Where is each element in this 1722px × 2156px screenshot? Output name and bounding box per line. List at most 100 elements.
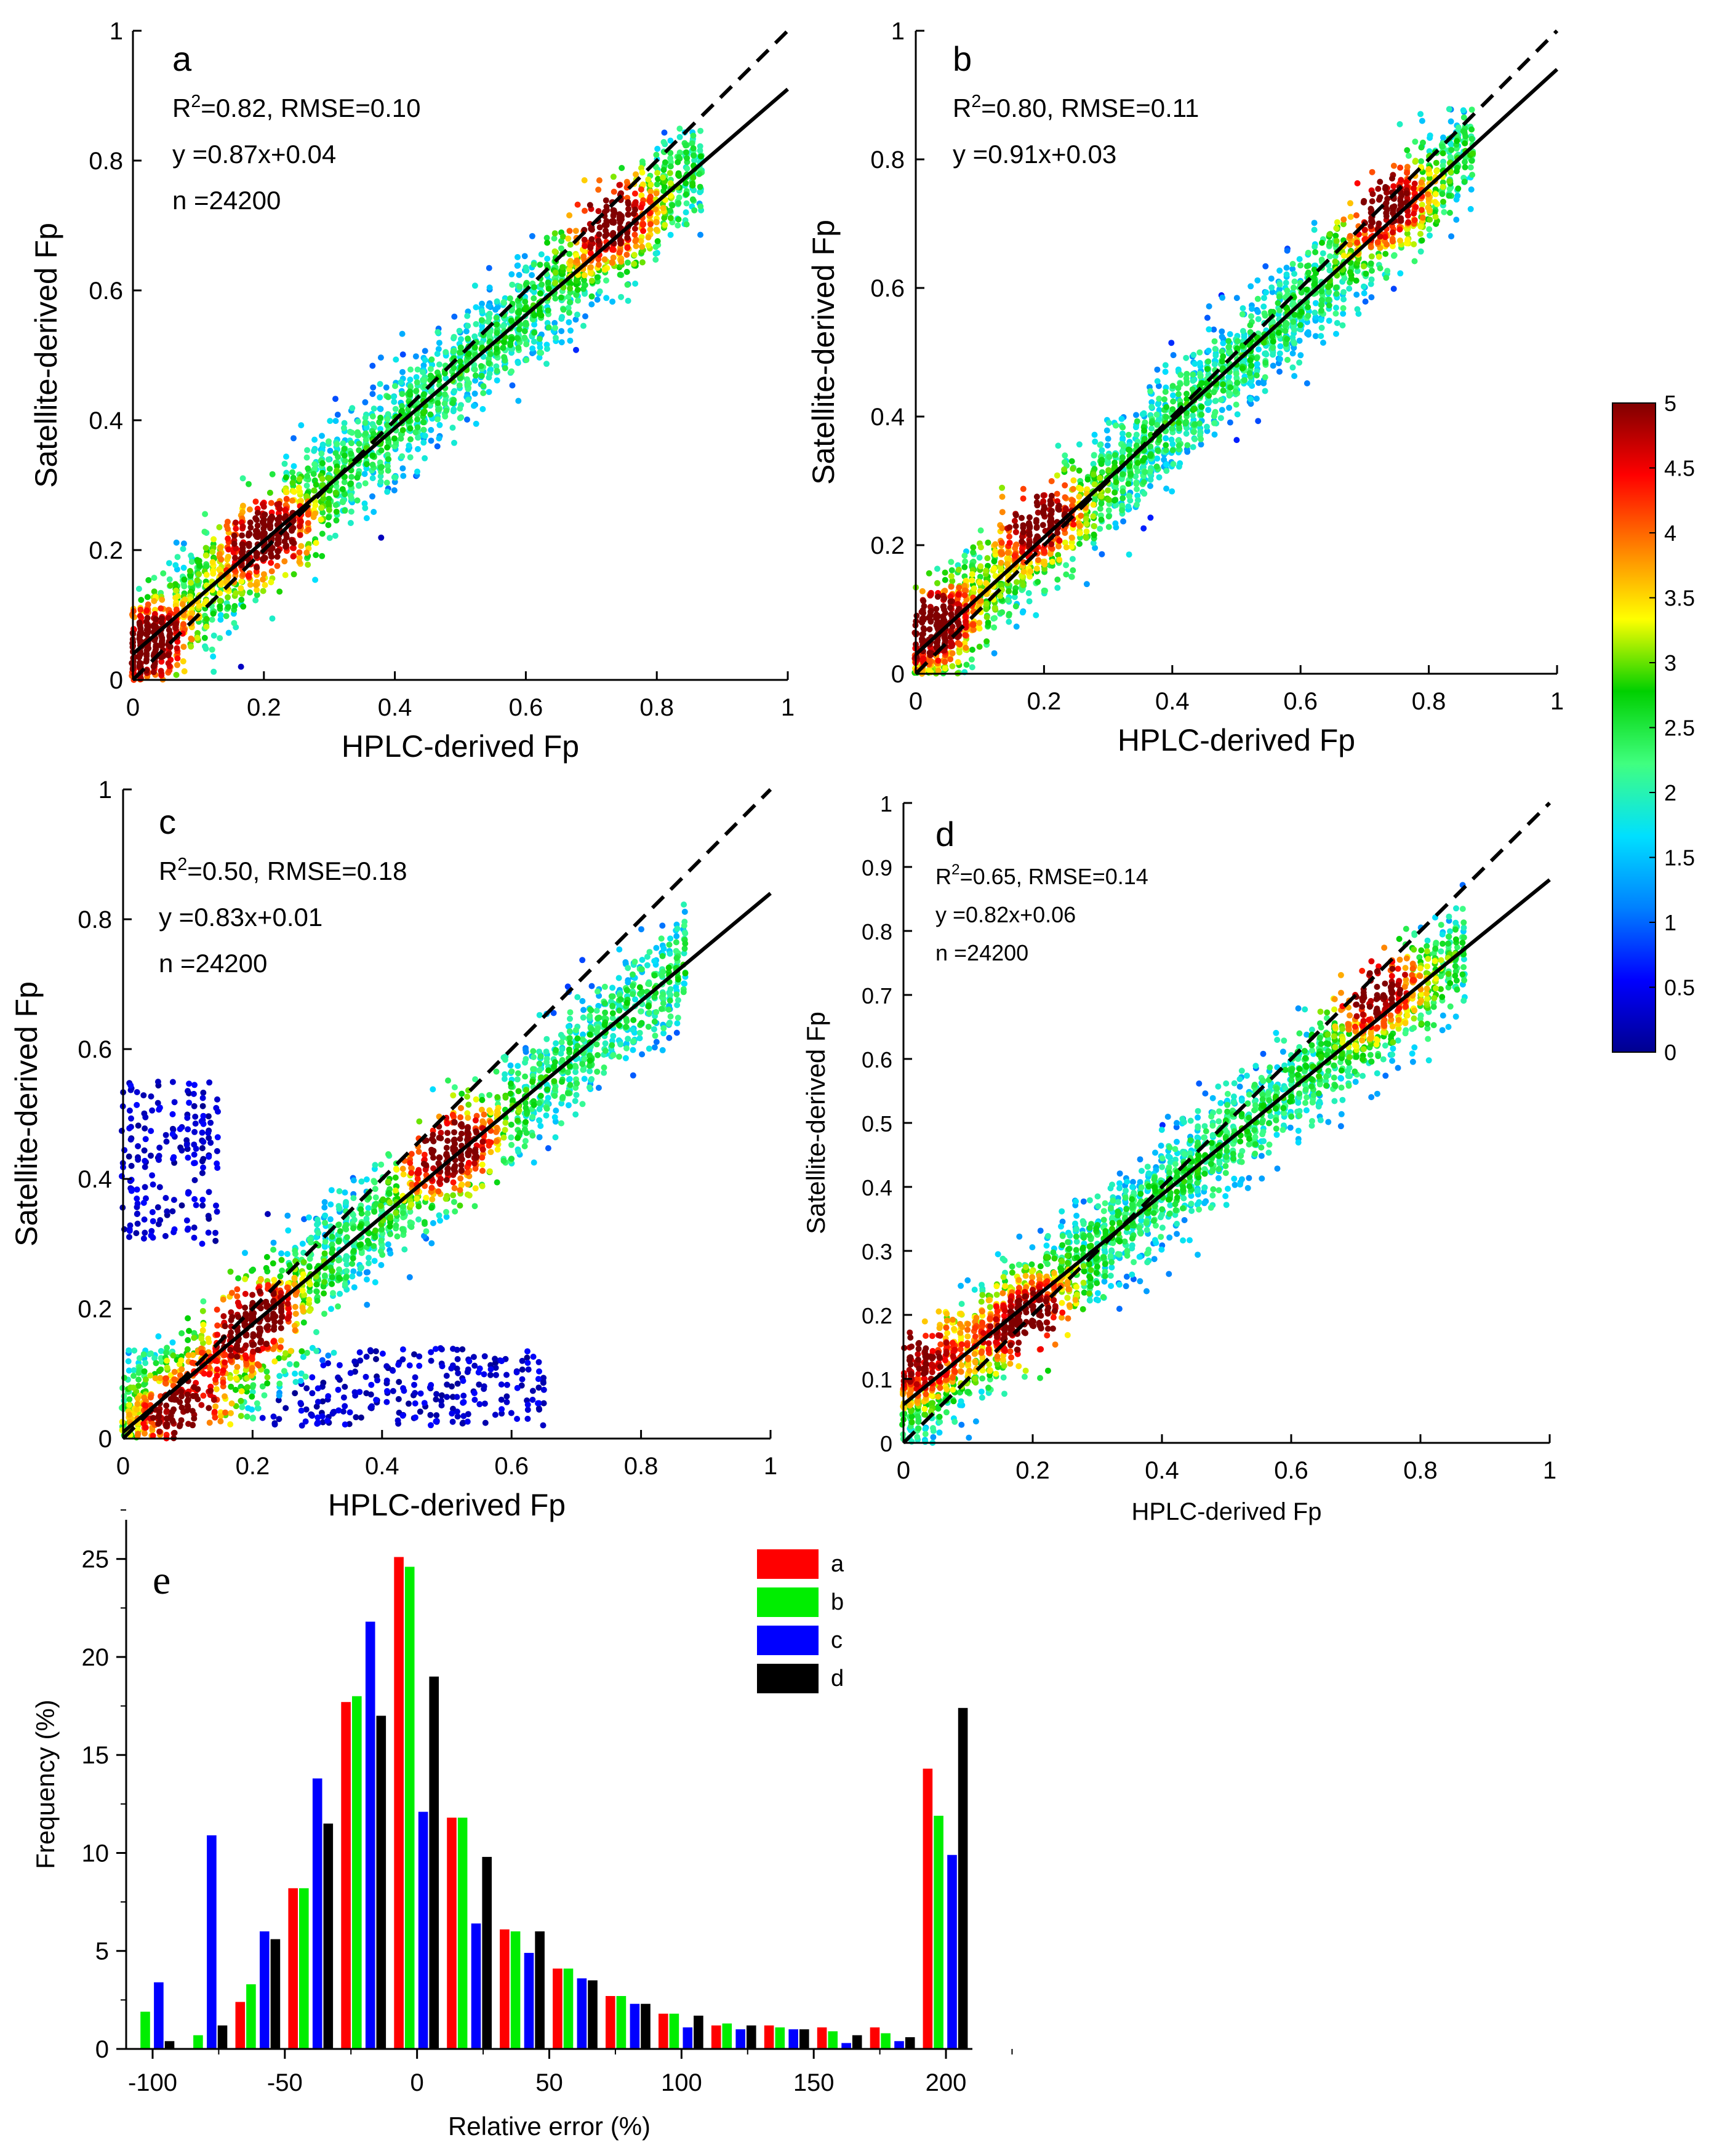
scatter-point [1276,356,1283,362]
scatter-point [217,590,223,597]
scatter-point [1283,271,1290,277]
scatter-point [451,406,457,413]
scatter-point [407,425,414,432]
scatter-point [523,264,529,271]
scatter-point [1446,106,1452,113]
scatter-point [1234,411,1241,418]
scatter-point [1247,396,1254,402]
scatter-point [1418,207,1425,214]
panel-a: 0 0.2 0.4 0.6 0.8 100.20.40.60.81HPLC-derived… [29,18,795,764]
scatter-point [1035,578,1041,585]
scatter-point [1254,309,1261,315]
scatter-point [247,524,254,531]
scatter-point [435,416,441,423]
scatter-point [203,615,210,622]
scatter-point [948,573,955,580]
scatter-point [625,211,631,218]
scatter-point [225,546,232,553]
scatter-point [617,271,623,278]
scatter-point [1448,146,1455,153]
scatter-point [225,604,231,610]
scatter-point [334,468,341,475]
scatter-point [370,405,377,412]
scatter-point [1353,212,1360,218]
scatter-point [1425,166,1432,172]
scatter-point [451,313,458,320]
scatter-point [1119,471,1126,477]
scatter-point [377,478,384,485]
scatter-point [1332,258,1339,265]
scatter-point [1011,517,1018,524]
scatter-point [531,295,537,301]
scatter-point [325,522,332,529]
scatter-point [623,252,630,258]
scatter-point [1134,418,1140,425]
scatter-point [514,335,521,341]
scatter-point [1153,463,1160,470]
scatter-point [515,345,522,351]
scatter-point [1427,132,1433,139]
scatter-point [420,439,427,446]
scatter-point [217,544,223,551]
scatter-point [581,177,588,183]
scatter-point [654,238,661,244]
scatter-point [1198,441,1204,448]
scatter-point [1076,441,1083,448]
scatter-point [1318,324,1325,331]
scatter-point [1296,256,1303,263]
scatter-point [601,256,608,263]
scatter-point [1440,198,1446,205]
scatter-point [239,503,246,509]
scatter-point [1340,289,1347,295]
scatter-point [1097,475,1103,481]
scatter-point [1127,471,1134,477]
scatter-point [1425,191,1432,198]
scatter-point [582,313,588,320]
scatter-point [334,412,341,418]
scatter-point [1462,140,1468,146]
scatter-point [325,500,332,506]
scatter-point [1126,493,1132,500]
scatter-point [963,661,970,668]
scatter-point [1290,284,1297,291]
scatter-point [1004,549,1011,556]
scatter-point [1220,340,1227,346]
scatter-point [1311,220,1318,226]
scatter-point [502,365,508,372]
scatter-point [1347,269,1353,276]
scatter-point [1369,169,1376,175]
scatter-point [1461,129,1468,135]
scatter-point [500,323,507,330]
scatter-point [252,498,259,505]
scatter-point [217,597,223,604]
scatter-point [173,539,180,546]
scatter-point [667,231,674,238]
scatter-point [269,615,276,622]
scatter-point [1062,452,1068,459]
scatter-point [1063,571,1070,578]
scatter-point [603,228,609,234]
scatter-point [252,527,259,534]
scatter-point [385,394,391,401]
scatter-point [618,293,625,300]
scatter-point [378,463,385,470]
scatter-point [457,415,463,421]
scatter-point [619,216,625,223]
scatter-point [1168,340,1175,346]
scatter-point [970,544,977,551]
scatter-point [1262,359,1269,366]
x-tick-label: 1 [781,694,795,721]
r2-rmse-text: R2=0.82, RMSE=0.10 [172,92,420,122]
scatter-point [1153,411,1160,418]
scatter-point [130,654,137,661]
scatter-point [1091,481,1098,488]
scatter-point [1006,540,1013,546]
scatter-point [441,400,448,407]
scatter-point [144,594,151,601]
scatter-point [1183,418,1190,425]
scatter-point [1312,309,1318,316]
scatter-point [1284,247,1291,254]
scatter-point [1020,485,1027,492]
scatter-point [1354,306,1361,313]
scatter-point [631,252,638,258]
